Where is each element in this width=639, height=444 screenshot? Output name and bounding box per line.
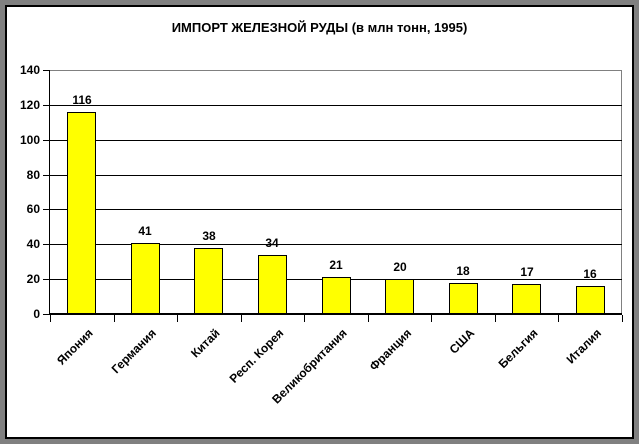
bar [322, 277, 351, 314]
y-axis-tick-label: 40 [26, 237, 40, 251]
category-label: Германия [108, 326, 159, 377]
x-axis-tick [241, 315, 242, 322]
category-label: Бельгия [495, 326, 541, 372]
y-axis-tick-label: 140 [19, 63, 40, 77]
x-axis-tick [114, 315, 115, 322]
gridline [50, 244, 622, 245]
y-axis-tick [43, 209, 50, 210]
y-axis-tick [43, 70, 50, 71]
gridline [50, 140, 622, 141]
category-label: Респ. Корея [226, 326, 286, 386]
y-axis-tick-label: 120 [19, 98, 40, 112]
bar-value-label: 16 [583, 267, 597, 281]
chart-title: ИМПОРТ ЖЕЛЕЗНОЙ РУДЫ (в млн тонн, 1995) [171, 20, 468, 35]
bar-value-label: 34 [265, 236, 279, 250]
x-axis-tick [558, 315, 559, 322]
y-axis-line [49, 70, 50, 314]
gridline [50, 209, 622, 210]
bar [512, 284, 541, 314]
category-label: Италия [563, 326, 604, 367]
y-axis-tick-label: 100 [19, 133, 40, 147]
bar-value-label: 20 [393, 260, 407, 274]
gridline [50, 175, 622, 176]
bar-value-label: 41 [138, 224, 152, 238]
gridline [50, 105, 622, 106]
y-axis-tick [43, 244, 50, 245]
category-label: Франция [366, 326, 414, 374]
bar [131, 243, 160, 314]
bar [258, 255, 287, 314]
x-axis-tick [622, 315, 623, 322]
x-axis-tick [177, 315, 178, 322]
plot-area: 0 20 40 60 80 100 120 140 116 Япония 41 Германия 38 К… [7, 7, 632, 437]
bar [576, 286, 605, 314]
plot-area-border [50, 70, 622, 314]
bar-value-label: 116 [72, 93, 92, 107]
bar [385, 279, 414, 314]
y-axis-tick [43, 175, 50, 176]
bar-value-label: 38 [202, 229, 216, 243]
y-axis-tick [43, 314, 50, 315]
bar-value-label: 18 [456, 264, 470, 278]
x-axis-tick [50, 315, 51, 322]
y-axis-tick [43, 140, 50, 141]
y-axis-tick-label: 0 [33, 307, 40, 321]
bar-value-label: 21 [329, 258, 343, 272]
x-axis-tick [304, 315, 305, 322]
bar-value-label: 17 [520, 265, 534, 279]
category-label: США [446, 326, 477, 357]
x-axis-line [49, 313, 622, 315]
y-axis-tick [43, 279, 50, 280]
bar [449, 283, 478, 314]
y-axis-tick-label: 60 [26, 202, 40, 216]
category-label: Китай [188, 326, 223, 361]
x-axis-tick [495, 315, 496, 322]
y-axis-tick [43, 105, 50, 106]
category-label: Япония [54, 326, 96, 368]
y-axis-tick-label: 80 [26, 168, 40, 182]
bar [67, 112, 96, 314]
bar [194, 248, 223, 314]
chart-canvas: ИМПОРТ ЖЕЛЕЗНОЙ РУДЫ (в млн тонн, 1995) … [5, 5, 634, 439]
y-axis-tick-label: 20 [26, 272, 40, 286]
x-axis-tick [368, 315, 369, 322]
x-axis-tick [431, 315, 432, 322]
